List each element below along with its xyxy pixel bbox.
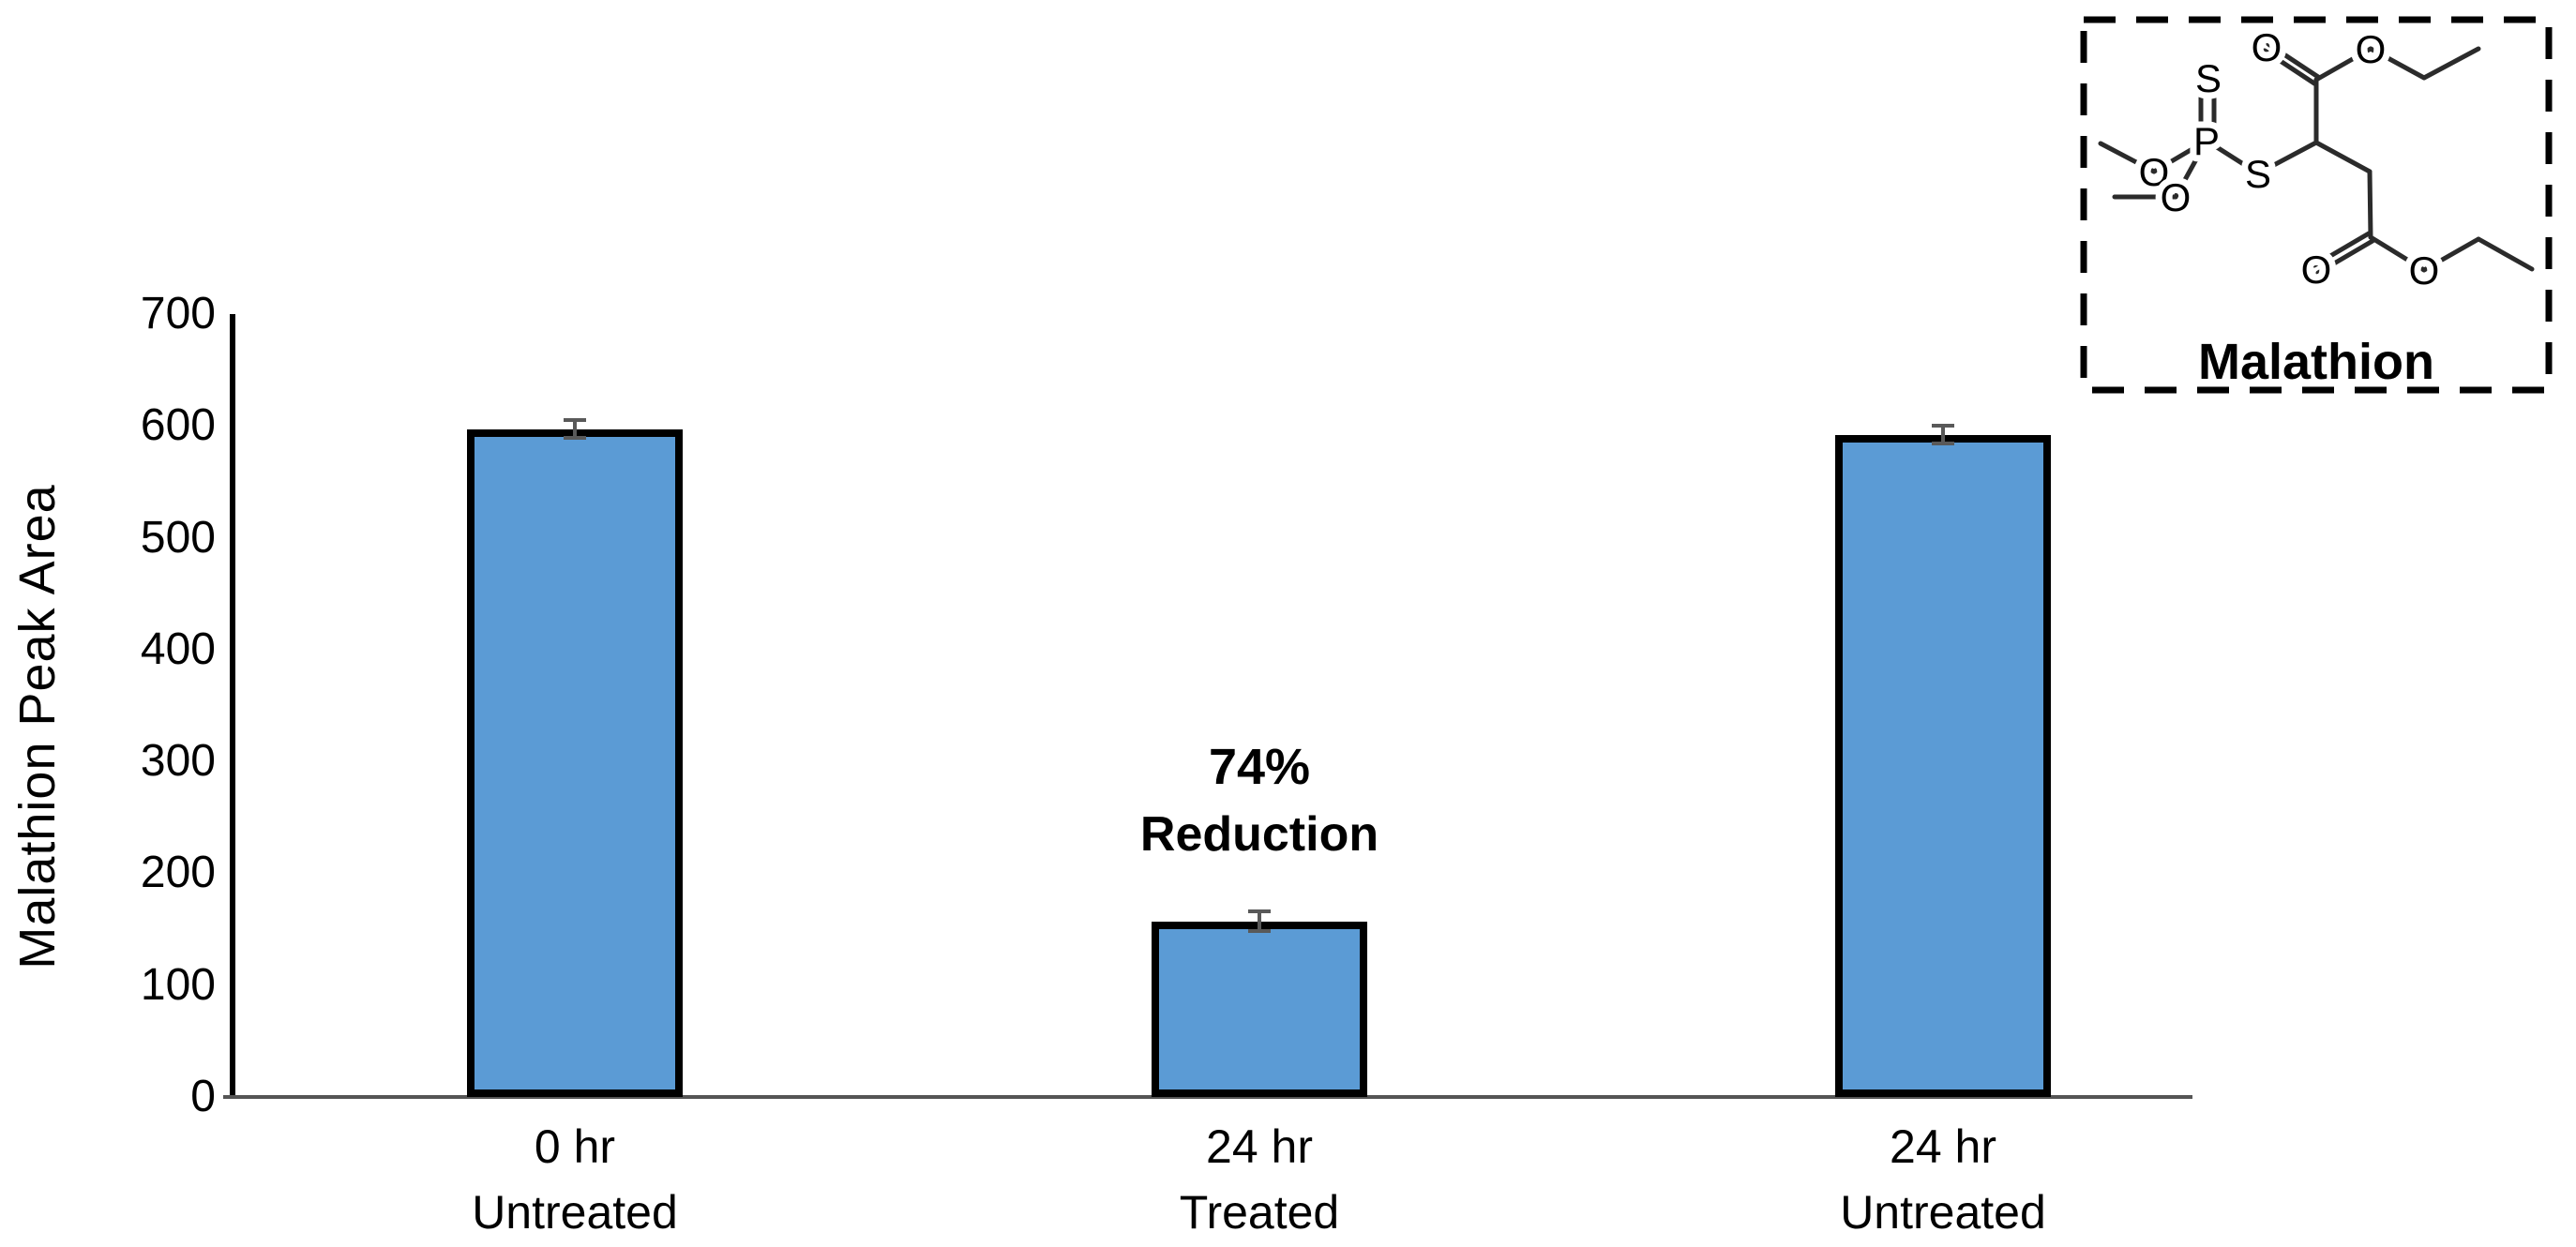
error-bar-cap: [564, 418, 586, 423]
error-bar: [1941, 426, 1945, 444]
y-tick-label: 400: [140, 624, 216, 674]
y-tick-label: 200: [140, 848, 216, 898]
error-bar-cap: [564, 436, 586, 441]
y-tick-label: 300: [140, 736, 216, 787]
atom-label-O: O: [2139, 150, 2170, 194]
error-bar: [1258, 910, 1261, 932]
annotation-word: Reduction: [1139, 807, 1379, 862]
bar: [467, 428, 683, 1097]
atom-label-O: O: [2301, 248, 2332, 292]
inset-dashed-border: [2080, 16, 2553, 394]
bar: [1835, 434, 2051, 1097]
error-bar: [573, 420, 577, 439]
y-axis-line: [230, 314, 235, 1099]
error-bar-cap: [1932, 442, 1954, 446]
error-bar-cap: [1932, 424, 1954, 428]
atom-label-S: S: [2195, 56, 2222, 100]
y-tick-label: 600: [140, 400, 216, 451]
y-tick-label: 700: [140, 289, 216, 338]
y-tick-label: 500: [140, 512, 216, 563]
atom-label-O: O: [2161, 175, 2192, 219]
x-category-label: 0 hr Untreated: [472, 1120, 678, 1239]
bar: [1152, 921, 1367, 1097]
y-tick-label: 0: [190, 1072, 216, 1121]
bond-lines: [2098, 41, 2535, 276]
atom-label-O: O: [2252, 25, 2282, 69]
reduction-annotation: 74% Reduction: [1025, 733, 1494, 868]
atom-label-S: S: [2245, 152, 2271, 196]
atom-label-O: O: [2409, 248, 2440, 293]
atom-label-P: P: [2193, 119, 2220, 163]
x-category-label: 24 hr Untreated: [1840, 1120, 2046, 1239]
error-bar-cap: [1248, 929, 1271, 934]
atom-label-O: O: [2356, 27, 2387, 71]
x-axis-line: [223, 1095, 2192, 1099]
annotation-percent: 74%: [1208, 739, 1311, 795]
y-tick-label: 100: [140, 959, 216, 1010]
inset-label: Malathion: [2198, 334, 2434, 390]
x-category-label: 24 hr Treated: [1179, 1120, 1340, 1239]
error-bar-cap: [1248, 909, 1271, 913]
